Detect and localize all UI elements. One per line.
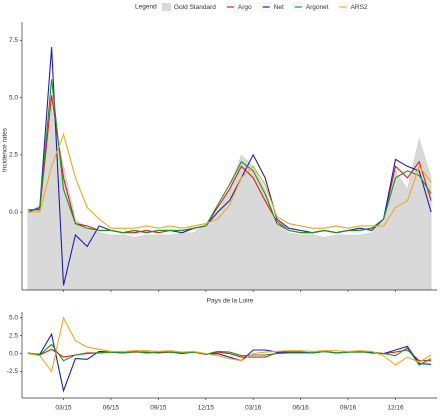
series-line xyxy=(27,47,432,286)
y-tick-label: 5.0 xyxy=(9,314,18,321)
y-axis-title: Incidence rates xyxy=(2,127,9,172)
y-tick-label: 5.0 xyxy=(9,94,18,101)
legend-label: ARS2 xyxy=(351,4,368,11)
x-tick-label: 03/16 xyxy=(245,405,262,412)
y-tick-label: 2.5 xyxy=(9,152,18,159)
y-tick-label: -2.5 xyxy=(7,368,19,375)
y-tick-label: 0.0 xyxy=(9,209,18,216)
y-tick-label: 7.5 xyxy=(9,37,18,44)
x-tick-label: 06/16 xyxy=(293,405,310,412)
x-tick-label: 12/16 xyxy=(387,405,404,412)
x-tick-label: 09/16 xyxy=(340,405,357,412)
series-line xyxy=(27,332,432,393)
y-tick-label: 2.5 xyxy=(9,332,18,339)
x-tick-label: 03/15 xyxy=(55,405,72,412)
legend-label: Net xyxy=(274,4,284,11)
y-tick-label: 0.0 xyxy=(9,350,18,357)
series-line xyxy=(27,132,432,229)
legend-label: Argo xyxy=(238,4,252,11)
area xyxy=(27,108,432,291)
legend-title: Legend xyxy=(135,4,157,11)
series-line xyxy=(27,316,432,373)
x-axis-title: Pays de la Loire xyxy=(207,298,254,305)
legend-label: Gold Standard xyxy=(174,4,216,11)
x-tick-label: 06/15 xyxy=(103,405,120,412)
x-tick-label: 12/15 xyxy=(198,405,215,412)
series-line xyxy=(27,343,432,366)
x-tick-label: 09/15 xyxy=(150,405,167,412)
legend-label: Argonet xyxy=(306,4,329,11)
legend-swatch xyxy=(162,3,171,11)
series-line xyxy=(27,79,432,234)
